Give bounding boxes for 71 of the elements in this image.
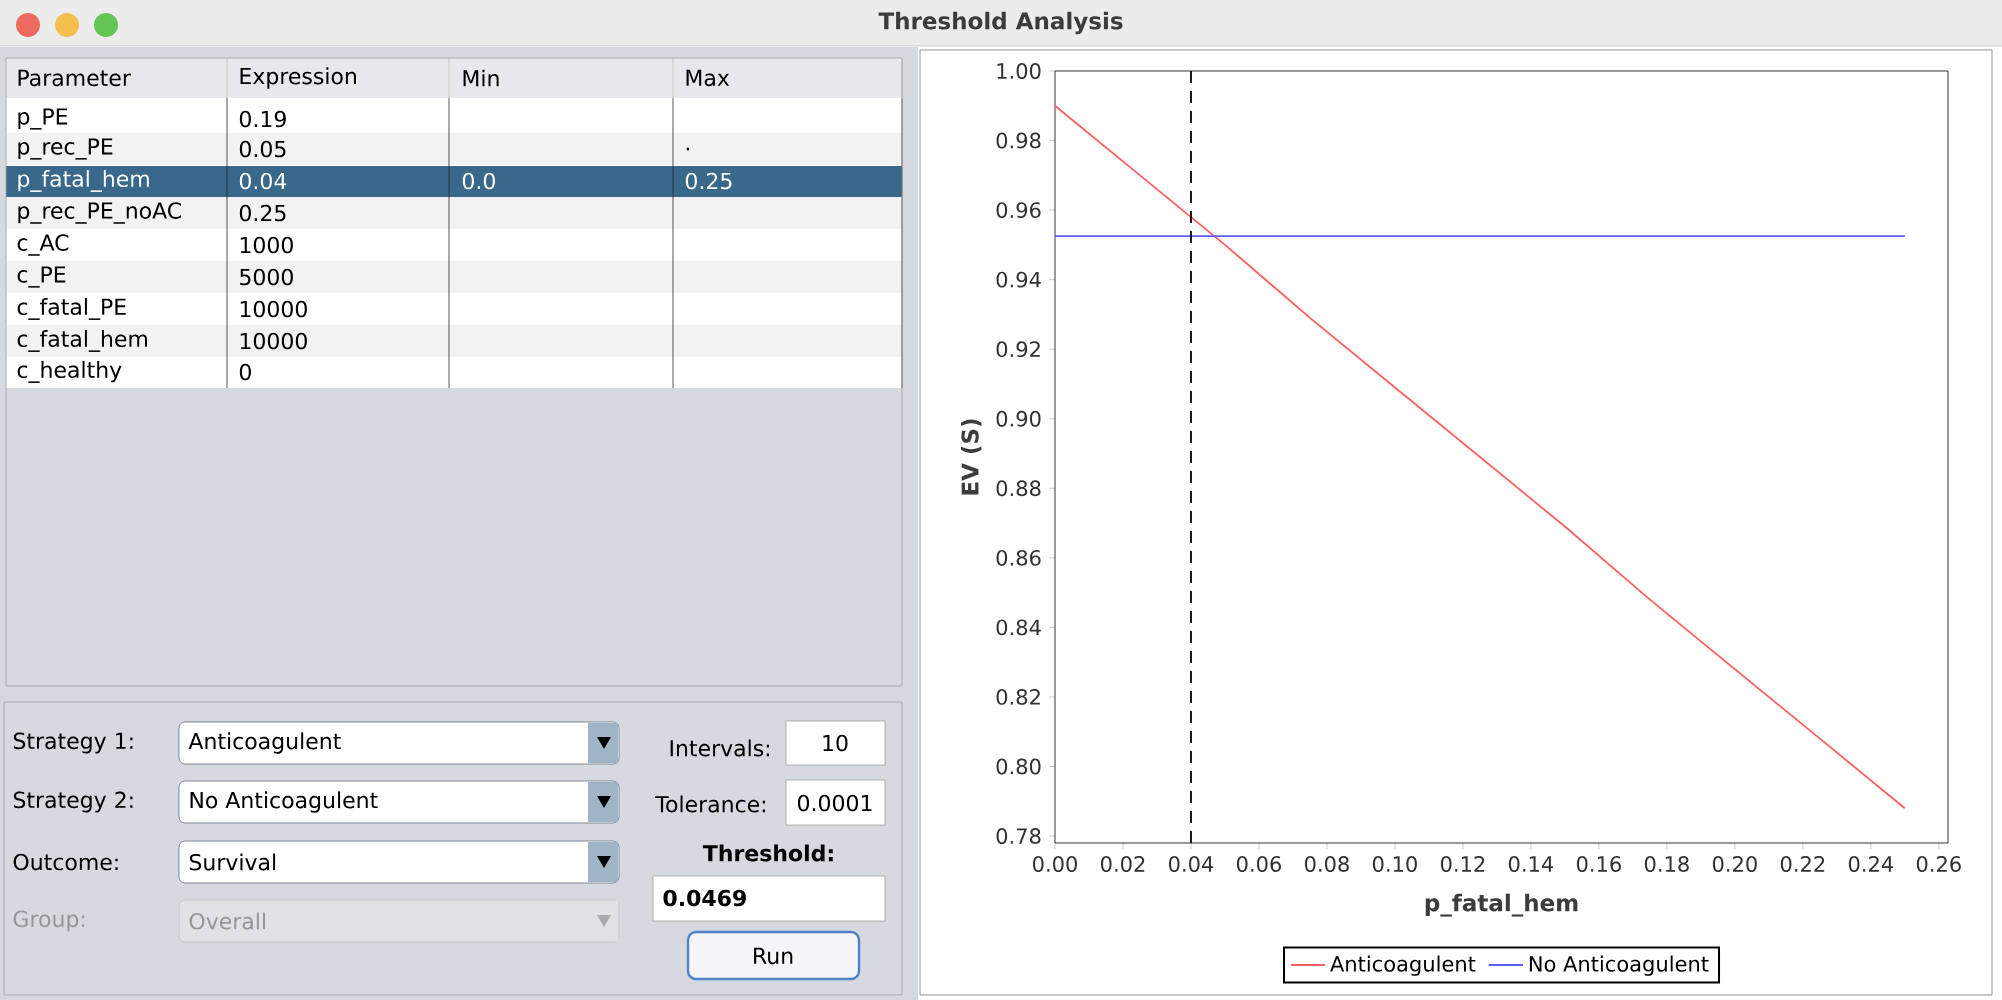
text: p_rec_PE_noAC	[18, 202, 181, 224]
text: 0.05	[239, 140, 286, 158]
x-tick-label: 0.16	[1576, 856, 1621, 872]
y-tick-label: 0.90	[996, 410, 1041, 427]
text: Expression	[240, 67, 356, 89]
y-tick-label: 0.84	[996, 619, 1041, 636]
text: Threshold Analysis	[878, 11, 1123, 35]
y-tick-label: 0.94	[996, 271, 1041, 288]
y-tick-label: 0.98	[996, 132, 1041, 149]
text: 0.0001	[797, 794, 872, 812]
text: 0.0469	[663, 889, 746, 907]
text: 10000	[240, 300, 307, 318]
text: Anticoagulent	[188, 732, 341, 754]
text: Intervals:	[670, 739, 770, 757]
text: 0	[239, 363, 251, 381]
text: c_healthy	[17, 361, 122, 383]
text: 5000	[240, 268, 293, 286]
y-tick-label: 0.88	[996, 480, 1041, 497]
y-tick-label: 0.80	[996, 758, 1041, 775]
text: p_fatal_hem	[18, 170, 149, 192]
x-tick-label: 0.10	[1372, 856, 1417, 872]
text: 10000	[240, 332, 307, 350]
text: Outcome:	[13, 853, 118, 871]
text: 0.25	[685, 172, 732, 190]
x-tick-label: 0.18	[1644, 856, 1689, 872]
y-tick-label: 0.82	[996, 689, 1040, 705]
text: 0.19	[239, 110, 286, 128]
text: p_PE	[18, 108, 68, 130]
x-tick-label: 0.22	[1780, 856, 1825, 872]
text: 10	[823, 734, 848, 752]
text: 0.25	[239, 204, 286, 222]
y-tick-label: 0.86	[996, 549, 1041, 566]
text: p_rec_PE	[18, 138, 113, 160]
legend-label: No Anticoagulent	[1529, 955, 1709, 976]
text: c_fatal_hem	[17, 330, 147, 352]
text: c_fatal_PE	[17, 298, 126, 320]
x-tick-label: 0.08	[1304, 856, 1349, 872]
text: .	[686, 147, 690, 151]
legend-label: Anticoagulent	[1330, 955, 1476, 976]
x-tick-label: 0.06	[1236, 856, 1281, 872]
y-tick-label: 1.00	[997, 63, 1041, 79]
text: Min	[463, 69, 499, 87]
text: 0.04	[239, 172, 287, 190]
text: Parameter	[18, 69, 131, 87]
x-tick-label: 0.20	[1712, 856, 1757, 872]
text: Run	[754, 947, 793, 965]
text: Overall	[189, 912, 265, 930]
y-tick-label: 0.78	[996, 828, 1041, 844]
y-tick-label: 0.92	[996, 341, 1040, 358]
text: Strategy 2:	[13, 791, 133, 813]
x-tick-label: 0.26	[1916, 856, 1961, 872]
text: Survival	[189, 853, 276, 871]
x-tick-label: 0.14	[1508, 856, 1554, 872]
text: Max	[686, 69, 730, 87]
text: Group:	[13, 910, 85, 932]
x-tick-label: 0.00	[1033, 856, 1077, 872]
text: No Anticoagulent	[190, 791, 378, 813]
text: c_PE	[17, 266, 66, 288]
x-tick-label: 0.12	[1440, 856, 1485, 872]
text: Threshold:	[702, 844, 833, 862]
y-tick-label: 0.96	[996, 202, 1041, 219]
x-tick-label: 0.24	[1848, 856, 1894, 872]
text: Strategy 1:	[13, 732, 133, 754]
text: 1000	[240, 236, 293, 254]
x-axis-title: p_fatal_hem	[1425, 893, 1578, 917]
x-tick-label: 0.04	[1168, 856, 1214, 872]
y-axis-title: EV (S)	[960, 419, 982, 495]
text: 0.0	[462, 172, 495, 190]
text: Tolerance:	[655, 795, 766, 813]
text: c_AC	[17, 234, 69, 256]
x-tick-label: 0.02	[1101, 856, 1145, 872]
